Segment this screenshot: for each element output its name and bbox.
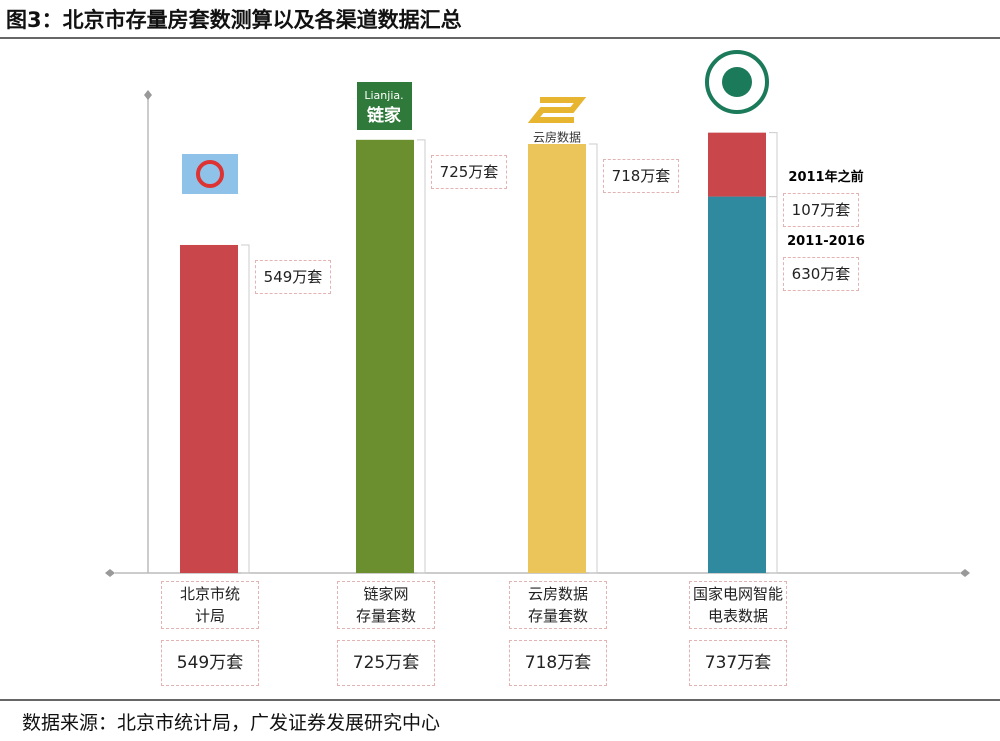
logo-text: Lianjia.: [364, 89, 403, 102]
bracket: [769, 196, 778, 574]
series-name: 2011-2016: [787, 234, 865, 249]
total-label: 725万套: [337, 640, 435, 686]
logo-stategrid: [705, 50, 769, 114]
logo-stats-mark: [196, 160, 224, 188]
logo-yunfang: [527, 97, 587, 123]
x-tick-label: 云房数据 存量套数: [509, 581, 607, 629]
x-tick-label: 链家网 存量套数: [337, 581, 435, 629]
logo-text: 链家: [367, 105, 401, 126]
logo-lianjia: [357, 82, 412, 130]
source: 数据来源：北京市统计局，广发证券发展研究中心: [22, 712, 441, 734]
bar: [528, 143, 586, 573]
logo-text: 云房数据: [533, 130, 581, 145]
total-label: 737万套: [689, 640, 787, 686]
x-tick-label: 北京市统 计局: [161, 581, 259, 629]
value-label: 725万套: [431, 154, 507, 189]
series-name: 2011年之前: [788, 169, 863, 185]
x-tick-label: 国家电网智能 电表数据: [689, 581, 787, 629]
bar: [356, 139, 414, 573]
bar: [708, 196, 766, 573]
bracket: [241, 244, 250, 574]
total-label: 718万套: [509, 640, 607, 686]
value-label: 549万套: [255, 259, 331, 294]
bracket: [769, 132, 778, 198]
logo-stategrid-core: [722, 67, 752, 97]
total-label: 549万套: [161, 640, 259, 686]
value-label: 630万套: [783, 256, 859, 291]
value-label: 107万套: [783, 192, 859, 227]
bar: [708, 132, 766, 197]
value-label: 718万套: [603, 158, 679, 193]
bar: [180, 244, 238, 573]
bracket: [417, 139, 426, 574]
chart-title: 图3：北京市存量房套数测算以及各渠道数据汇总: [6, 8, 462, 32]
bracket: [589, 143, 598, 574]
